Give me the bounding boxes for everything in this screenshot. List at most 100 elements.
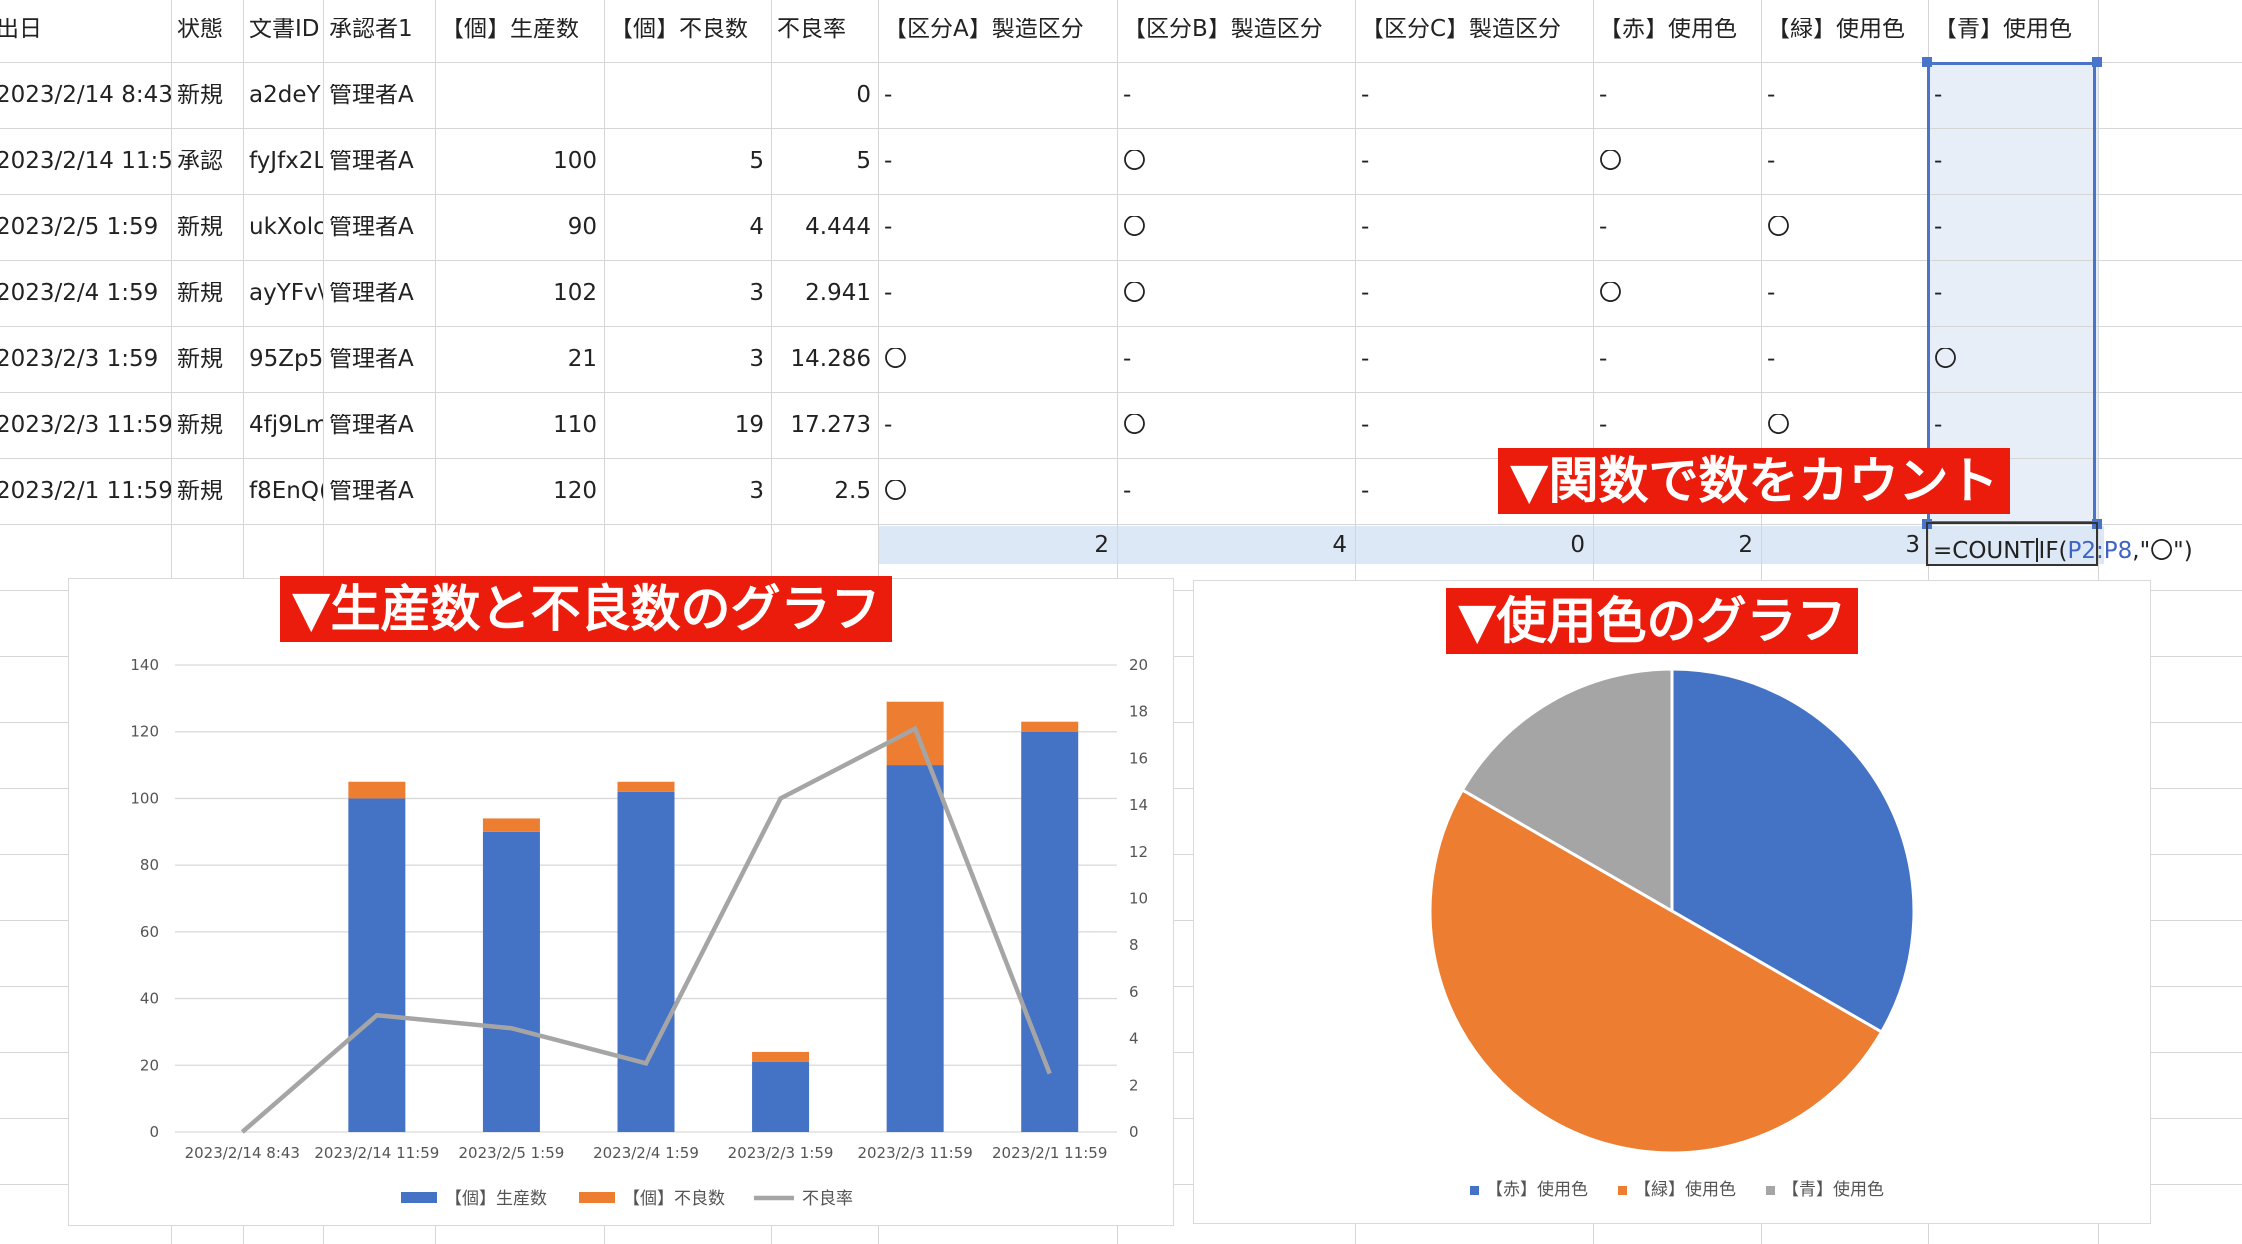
table-cell[interactable]: -	[1767, 282, 1776, 305]
table-cell[interactable]: -	[1361, 84, 1370, 107]
table-cell[interactable]: 新規	[177, 348, 223, 371]
table-cell[interactable]: -	[1934, 414, 1943, 437]
header-cell[interactable]: 不良率	[777, 18, 846, 41]
table-cell[interactable]: 管理者A	[329, 84, 414, 107]
table-cell[interactable]: 95Zp5(	[249, 348, 323, 371]
table-cell[interactable]: 21	[567, 348, 597, 371]
header-cell[interactable]: 【区分C】製造区分	[1361, 18, 1562, 41]
table-cell[interactable]: 0	[856, 84, 871, 107]
header-cell[interactable]: 【個】生産数	[441, 18, 579, 41]
table-cell[interactable]: ukXolc	[249, 216, 323, 239]
table-cell[interactable]: 2023/2/14 11:59	[0, 150, 171, 173]
table-cell[interactable]: 管理者A	[329, 216, 414, 239]
table-cell[interactable]: -	[1361, 216, 1370, 239]
table-cell[interactable]: ayYFv\	[249, 282, 323, 305]
header-cell[interactable]: 【区分A】製造区分	[884, 18, 1084, 41]
table-cell[interactable]: -	[1361, 150, 1370, 173]
table-cell[interactable]: -	[1767, 150, 1776, 173]
table-cell[interactable]: -	[884, 84, 893, 107]
table-cell[interactable]: 新規	[177, 216, 223, 239]
table-cell[interactable]: -	[1767, 84, 1776, 107]
selection-handle-top-right[interactable]	[2092, 57, 2102, 67]
table-cell[interactable]: 2023/2/5 1:59	[0, 216, 159, 239]
table-cell[interactable]: f8EnQ(	[249, 480, 323, 503]
table-cell[interactable]: -	[884, 216, 893, 239]
table-cell[interactable]: -	[1934, 150, 1943, 173]
table-cell[interactable]: 2.5	[834, 480, 871, 503]
table-cell[interactable]: fyJfx2L	[249, 150, 323, 173]
table-cell[interactable]: 〇	[1123, 414, 1146, 437]
table-cell[interactable]: -	[1767, 348, 1776, 371]
selection-handle-top-left[interactable]	[1922, 57, 1932, 67]
table-cell[interactable]: -	[1361, 348, 1370, 371]
table-cell[interactable]: -	[884, 282, 893, 305]
table-cell[interactable]: 4.444	[805, 216, 871, 239]
table-cell[interactable]: -	[1934, 84, 1943, 107]
table-cell[interactable]: -	[1599, 84, 1608, 107]
table-cell[interactable]: 90	[567, 216, 597, 239]
table-cell[interactable]: 2023/2/4 1:59	[0, 282, 159, 305]
header-cell[interactable]: 【個】不良数	[610, 18, 748, 41]
header-cell[interactable]: 【区分B】製造区分	[1123, 18, 1323, 41]
header-cell[interactable]: 文書ID	[249, 18, 320, 41]
table-cell[interactable]: 120	[553, 480, 597, 503]
table-cell[interactable]: 4fj9Lm	[249, 414, 323, 437]
table-cell[interactable]: -	[1934, 216, 1943, 239]
table-cell[interactable]: -	[1599, 414, 1608, 437]
table-cell[interactable]: 3	[749, 282, 764, 305]
count-result-cell[interactable]: 3	[1905, 534, 1920, 557]
table-cell[interactable]: 新規	[177, 282, 223, 305]
header-cell[interactable]: 【青】使用色	[1934, 18, 2072, 41]
table-cell[interactable]: -	[884, 414, 893, 437]
table-cell[interactable]: 管理者A	[329, 150, 414, 173]
table-cell[interactable]: -	[1361, 480, 1370, 503]
active-cell-editor[interactable]	[1926, 522, 2098, 566]
formula-text[interactable]: =COUNT IF(P2:P8,"〇")	[1933, 531, 2193, 565]
table-cell[interactable]: 〇	[1123, 150, 1146, 173]
table-cell[interactable]: -	[1361, 282, 1370, 305]
header-cell[interactable]: 【赤】使用色	[1599, 18, 1737, 41]
table-cell[interactable]: -	[884, 150, 893, 173]
table-cell[interactable]: 19	[734, 414, 764, 437]
table-cell[interactable]: 14.286	[790, 348, 871, 371]
production-chart[interactable]: 0 20 40 60 80 100 120 140 0 2 4 6 8 10 12 14 16 18 20 2023/…	[68, 578, 1174, 1226]
table-cell[interactable]: 2023/2/3 11:59	[0, 414, 171, 437]
table-cell[interactable]: 17.273	[790, 414, 871, 437]
table-cell[interactable]: 〇	[1767, 216, 1790, 239]
table-cell[interactable]: 新規	[177, 414, 223, 437]
table-cell[interactable]: -	[1599, 216, 1608, 239]
table-cell[interactable]: 5	[856, 150, 871, 173]
table-cell[interactable]: -	[1123, 480, 1132, 503]
table-cell[interactable]: 2.941	[805, 282, 871, 305]
table-cell[interactable]: 5	[749, 150, 764, 173]
table-cell[interactable]: -	[1361, 414, 1370, 437]
color-usage-chart[interactable]: 【赤】使用色 【緑】使用色 【青】使用色	[1193, 580, 2151, 1224]
table-cell[interactable]: 新規	[177, 480, 223, 503]
table-cell[interactable]: 2023/2/1 11:59	[0, 480, 171, 503]
count-result-cell[interactable]: 0	[1570, 534, 1585, 557]
table-cell[interactable]: 〇	[884, 480, 907, 503]
table-cell[interactable]: 管理者A	[329, 348, 414, 371]
table-cell[interactable]: 4	[749, 216, 764, 239]
table-cell[interactable]: -	[1599, 348, 1608, 371]
table-cell[interactable]: 新規	[177, 84, 223, 107]
table-cell[interactable]: 〇	[1599, 150, 1622, 173]
table-cell[interactable]: 承認	[177, 150, 223, 173]
table-cell[interactable]: 2023/2/3 1:59	[0, 348, 159, 371]
table-cell[interactable]: -	[1123, 84, 1132, 107]
table-cell[interactable]: 110	[553, 414, 597, 437]
table-cell[interactable]: a2deY	[249, 84, 321, 107]
header-cell[interactable]: 【緑】使用色	[1767, 18, 1905, 41]
table-cell[interactable]: 〇	[1123, 282, 1146, 305]
header-cell[interactable]: 状態	[177, 18, 223, 41]
table-cell[interactable]: 管理者A	[329, 282, 414, 305]
table-cell[interactable]: 〇	[1123, 216, 1146, 239]
table-cell[interactable]: 2023/2/14 8:43	[0, 84, 171, 107]
header-cell[interactable]: 承認者1	[329, 18, 413, 41]
table-cell[interactable]: 〇	[1767, 414, 1790, 437]
table-cell[interactable]: 管理者A	[329, 414, 414, 437]
table-cell[interactable]: 100	[553, 150, 597, 173]
table-cell[interactable]: 管理者A	[329, 480, 414, 503]
table-cell[interactable]: 3	[749, 480, 764, 503]
table-cell[interactable]: -	[1123, 348, 1132, 371]
